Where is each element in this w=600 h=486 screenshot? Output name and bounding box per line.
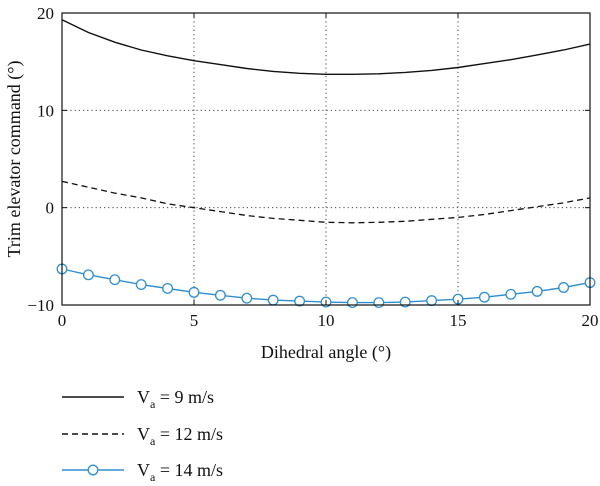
data-point (188, 286, 200, 298)
data-point (109, 274, 121, 286)
data-point (267, 294, 279, 306)
data-point (241, 292, 253, 304)
data-point (294, 295, 306, 307)
legend-label-1: Va = 9 m/s (137, 387, 214, 411)
data-point (478, 291, 490, 303)
y-tick-label: 10 (37, 101, 54, 120)
data-point (426, 295, 438, 307)
series-line-1 (61, 19, 591, 76)
series-lines (61, 19, 591, 304)
series-line-2 (61, 180, 591, 224)
y-tick-label: 20 (37, 4, 54, 23)
y-axis-label: Trim elevator command (°) (4, 61, 25, 258)
data-point (373, 297, 385, 309)
data-point (135, 279, 147, 291)
legend-marker-3 (87, 464, 99, 476)
grid (62, 13, 590, 305)
y-tick-label: −10 (27, 296, 54, 315)
data-point (82, 269, 94, 281)
legend-label-3: Va = 14 m/s (137, 460, 223, 484)
x-tick-label: 5 (190, 311, 199, 330)
data-point (505, 288, 517, 300)
data-point (531, 285, 543, 297)
legend: Va = 9 m/s Va = 12 m/s Va = 14 m/s (62, 387, 223, 484)
y-tick-label: 0 (46, 199, 55, 218)
x-tick-label: 15 (450, 311, 467, 330)
x-axis-label: Dihedral angle (°) (261, 342, 391, 363)
data-point (214, 289, 226, 301)
data-point (558, 282, 570, 293)
series-markers (56, 263, 596, 309)
data-point (346, 297, 358, 309)
data-point (162, 283, 174, 294)
legend-label-2: Va = 12 m/s (137, 424, 223, 448)
x-tick-label: 10 (318, 311, 335, 330)
x-tick-label: 0 (58, 311, 67, 330)
x-tick-label: 20 (582, 311, 599, 330)
